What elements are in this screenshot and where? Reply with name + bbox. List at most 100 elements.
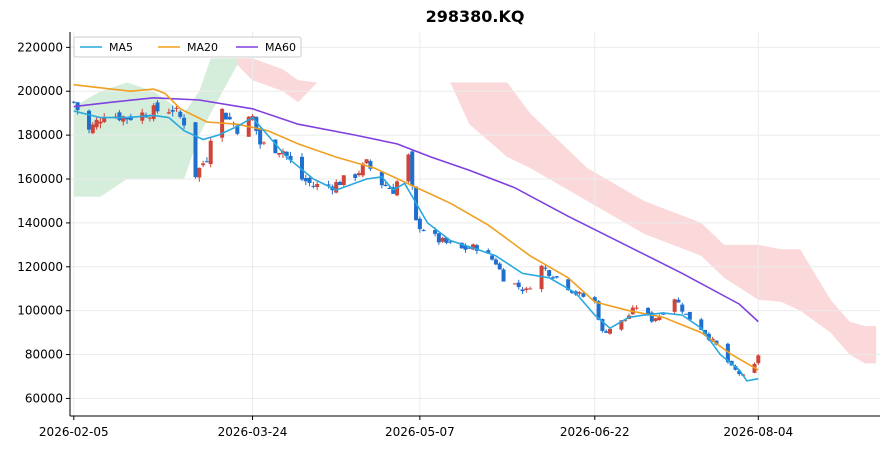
candle-down [581, 293, 586, 297]
candle-down [444, 237, 449, 243]
candle-up [577, 292, 582, 294]
legend-box [73, 36, 302, 58]
y-tick-label: 220000 [17, 40, 63, 54]
candle-down [680, 304, 685, 312]
candle-down [353, 174, 358, 178]
axes: 60000 80000 100000 120000 140000 160000 180000… [17, 32, 880, 439]
candle-up [151, 105, 156, 120]
candle-up [174, 107, 179, 109]
candle-down [155, 102, 160, 112]
candle-down [178, 111, 183, 117]
candle-down [474, 245, 479, 251]
grid [70, 32, 880, 416]
candle-up [357, 173, 362, 176]
candle-down [596, 301, 601, 320]
candle-down [566, 279, 571, 291]
ichimoku-cloud [73, 58, 877, 364]
candle-down [501, 269, 506, 282]
legend-label-ma5: MA5 [109, 41, 133, 54]
x-tick-label: 2026-02-05 [39, 425, 109, 439]
candle-down [87, 110, 92, 130]
candle-down [303, 178, 308, 182]
candle-down [520, 289, 525, 292]
candle-down [223, 112, 228, 120]
y-tick-label: 120000 [17, 260, 63, 274]
candle-down [467, 247, 472, 249]
candle-up [710, 338, 715, 341]
x-tick-label: 2026-08-04 [723, 425, 793, 439]
candle-down [463, 245, 468, 250]
candle-down [235, 125, 240, 134]
candle-down [387, 187, 392, 189]
chart-title: 298380.KQ [426, 7, 525, 26]
candle-down [554, 276, 559, 278]
y-tick-label: 160000 [17, 172, 63, 186]
candle-up [341, 175, 346, 185]
y-tick-label: 80000 [25, 348, 63, 362]
candle-down [288, 155, 293, 161]
candle-up [634, 307, 639, 309]
candle-down [649, 312, 654, 322]
candle-down [737, 370, 742, 375]
candle-up [471, 244, 476, 250]
candle-up [608, 328, 612, 334]
y-tick-label: 140000 [17, 216, 63, 230]
candle-down [676, 299, 681, 303]
candle-down [706, 333, 711, 340]
candle-down [436, 233, 441, 243]
candle-up [166, 112, 171, 114]
candle-up [524, 288, 529, 290]
candle-down [125, 117, 130, 120]
candle-down [273, 139, 278, 154]
candle-up [406, 154, 411, 182]
candle-down [433, 230, 438, 234]
candle-down [547, 270, 552, 277]
candle-up [94, 119, 99, 128]
candle-up [528, 288, 533, 290]
ma5-line [73, 110, 759, 382]
candle-down [600, 319, 605, 331]
candle-down [490, 255, 495, 260]
ma20-line [73, 83, 759, 371]
x-tick-label: 2026-03-24 [218, 425, 288, 439]
candle-down [421, 230, 426, 232]
candle-down [311, 185, 316, 187]
candle-down [733, 366, 738, 370]
candle-down [204, 161, 209, 163]
candle-up [102, 117, 107, 123]
candle-up [315, 184, 320, 187]
candle-up [619, 320, 624, 330]
candle-down [383, 184, 388, 187]
candle-down [284, 151, 289, 156]
candle-down [170, 109, 175, 112]
legend-label-ma20: MA20 [187, 41, 218, 54]
candle-up [90, 124, 95, 134]
candle-up [201, 163, 206, 166]
candle-up [197, 167, 202, 178]
candle-down [254, 116, 259, 132]
candle-down [550, 277, 555, 279]
candle-up [334, 182, 339, 193]
candle-up [756, 355, 761, 364]
candle-down [307, 177, 312, 183]
candle-up [672, 299, 677, 312]
y-tick-label: 100000 [17, 304, 63, 318]
candle-down [661, 313, 666, 315]
candle-up [364, 159, 369, 164]
cloud-bearish [237, 58, 877, 364]
candle-down [368, 161, 373, 169]
candle-down [417, 218, 422, 230]
x-tick-label: 2026-06-22 [560, 425, 630, 439]
candle-down [227, 116, 232, 120]
candle-up [653, 318, 658, 321]
candle-up [261, 142, 266, 144]
y-tick-label: 180000 [17, 128, 63, 142]
candle-down [493, 259, 498, 265]
moving-averages [73, 83, 759, 382]
x-tick-label: 2026-05-07 [385, 425, 455, 439]
candle-down [569, 290, 574, 293]
candle-down [193, 122, 198, 178]
candle-up [360, 163, 365, 176]
